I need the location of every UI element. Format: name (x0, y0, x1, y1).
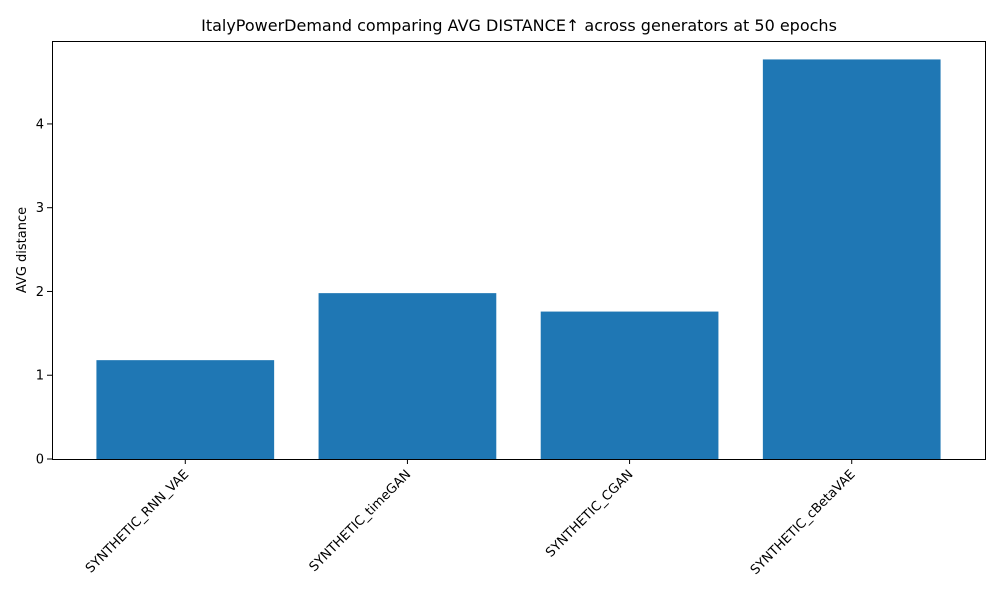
x-axis-ticks: SYNTHETIC_RNN_VAE SYNTHETIC_timeGAN SYNTHE… (83, 459, 859, 578)
y-tick-label: 1 (36, 369, 44, 384)
x-tick-label: SYNTHETIC_timeGAN (307, 467, 415, 575)
x-tick-label: SYNTHETIC_RNN_VAE (83, 467, 192, 576)
chart-title: ItalyPowerDemand comparing AVG DISTANCE↑… (201, 16, 837, 35)
y-tick-label: 4 (36, 117, 44, 132)
bar-synthetic-timegan (318, 293, 497, 459)
y-tick-label: 3 (36, 201, 44, 216)
y-axis-ticks: 0 1 2 3 4 (36, 117, 52, 468)
y-tick-label: 2 (36, 285, 44, 300)
x-tick-label: SYNTHETIC_cBetaVAE (748, 467, 859, 578)
bar-synthetic-cbetavae (762, 59, 941, 459)
bar-synthetic-rnn-vae (96, 360, 275, 459)
bars-group (96, 59, 941, 459)
x-tick-label: SYNTHETIC_CGAN (543, 467, 636, 560)
plot-frame (52, 41, 986, 460)
y-axis-label: AVG distance (15, 207, 30, 293)
y-tick-label: 0 (36, 453, 44, 468)
bar-synthetic-cgan (540, 311, 719, 459)
